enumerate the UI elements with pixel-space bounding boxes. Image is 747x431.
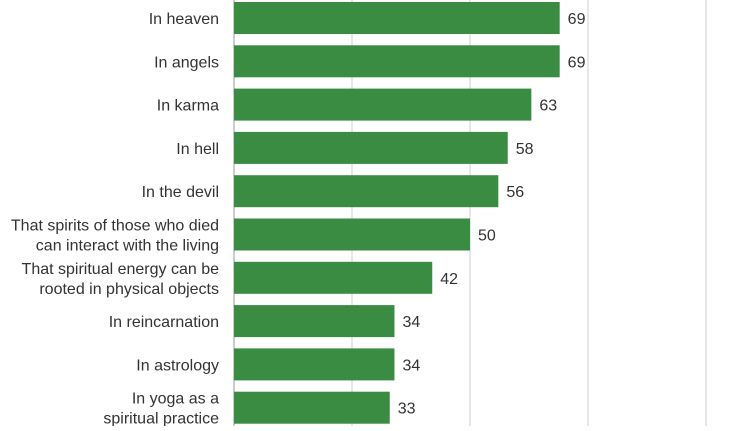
data-label: 63 [539,98,557,115]
bar [234,2,560,34]
category-label: In angels [154,54,219,71]
data-label: 50 [478,228,496,245]
category-label: In reincarnation [109,314,219,331]
category-label-line: rooted in physical objects [39,281,219,298]
category-label: That spiritual energy can be rooted in ph… [22,261,220,298]
category-label-line: In astrology [136,357,219,374]
bar [234,88,532,121]
category-label: In hell [176,141,219,158]
category-label-line: can interact with the living [36,238,219,255]
category-label: In karma [157,98,219,115]
category-label-line: That spirits of those who died [11,218,219,235]
category-label-line: spiritual practice [103,411,219,426]
category-label: In the devil [142,184,219,201]
data-label: 34 [402,357,420,374]
bar [234,218,470,251]
category-label-line: In karma [157,98,219,115]
bar [234,348,395,381]
data-label: 69 [568,54,586,71]
value-labels: 69 69 63 58 56 50 42 34 34 33 [398,11,586,418]
data-label: 34 [402,314,420,331]
bar [234,45,560,78]
category-label-line: That spiritual energy can be [22,261,220,278]
data-label: 69 [568,11,586,28]
bar [234,305,395,338]
category-label-line: In the devil [142,184,219,201]
data-label: 42 [440,271,458,288]
bar [234,131,508,164]
category-label: That spirits of those who died can intera… [11,218,219,255]
category-label-line: In angels [154,54,219,71]
bar [234,391,390,424]
data-label: 33 [398,401,416,418]
category-label-line: In heaven [149,11,219,28]
data-label: 56 [506,184,524,201]
category-label-line: In yoga as a [132,391,219,408]
category-label-line: In hell [176,141,219,158]
category-label-line: In reincarnation [109,314,219,331]
bar [234,261,433,294]
category-label: In heaven [149,11,219,28]
data-label: 58 [516,141,534,158]
category-label: In yoga as a spiritual practice [103,391,219,426]
category-label: In astrology [136,357,219,374]
bars [234,2,560,424]
category-labels: In heaven In angels In karma In hell In the … [11,11,220,428]
bar [234,175,499,208]
